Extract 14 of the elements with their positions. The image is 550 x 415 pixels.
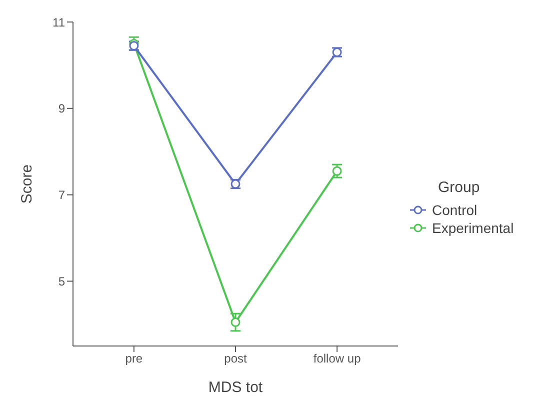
legend-label: Experimental — [432, 220, 514, 236]
point — [230, 317, 240, 327]
y-axis-title: Score — [18, 164, 36, 204]
y-tick-label: 7 — [58, 188, 66, 202]
x-tick-label: pre — [125, 352, 143, 366]
x-tick-label: post — [224, 352, 248, 366]
y-tick-label: 11 — [52, 15, 66, 30]
x-axis-title: MDS tot — [208, 379, 264, 396]
y-tick-label: 5 — [58, 274, 66, 288]
x-tick-label: follow up — [313, 352, 362, 366]
point — [332, 166, 342, 176]
legend-title: Group — [438, 178, 481, 196]
y-tick-label: 9 — [58, 102, 66, 116]
legend-label: Control — [432, 202, 478, 218]
